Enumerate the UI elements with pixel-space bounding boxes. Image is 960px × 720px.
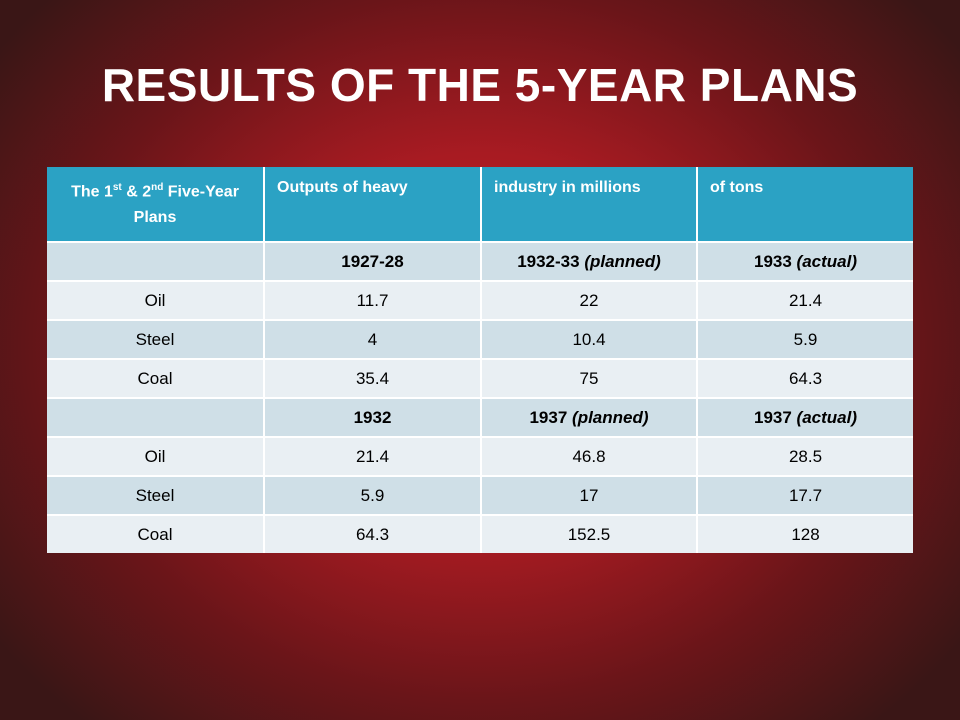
value-cell: 4 (264, 319, 482, 359)
value-cell: 21.4 (697, 280, 913, 320)
value-cell: 64.3 (697, 358, 913, 398)
value-cell: 28.5 (697, 436, 913, 476)
header-text: & 2 (121, 183, 152, 201)
value-cell: 17.7 (697, 475, 913, 515)
year-cell: 1937 (actual) (697, 397, 913, 437)
table-header-row: The 1st & 2nd Five-Year Plans Outputs of… (47, 167, 913, 242)
year-cell: 1937 (planned) (481, 397, 698, 437)
table-row: Oil 11.7 22 21.4 (47, 280, 913, 320)
year-label: 1932 (353, 407, 392, 427)
header-superscript: nd (151, 182, 164, 193)
header-outputs-cell: Outputs of heavy (264, 167, 482, 242)
value-cell: 11.7 (264, 280, 482, 320)
year-label: 1937 (529, 407, 568, 427)
value-cell: 64.3 (264, 514, 482, 553)
value-cell: 128 (697, 514, 913, 553)
row-label: Steel (47, 319, 265, 359)
year-label: 1932-33 (517, 251, 580, 271)
table-row: Oil 21.4 46.8 28.5 (47, 436, 913, 476)
year-note: (planned) (584, 251, 661, 271)
value-cell: 21.4 (264, 436, 482, 476)
year-header-row: 1932 1937 (planned) 1937 (actual) (47, 397, 913, 437)
year-cell: 1933 (actual) (697, 241, 913, 281)
year-note: (actual) (796, 251, 858, 271)
row-label: Steel (47, 475, 265, 515)
header-text: The 1 (71, 183, 113, 201)
value-cell: 17 (481, 475, 698, 515)
header-superscript: st (112, 182, 122, 193)
year-label: 1933 (753, 251, 792, 271)
value-cell: 10.4 (481, 319, 698, 359)
value-cell: 5.9 (264, 475, 482, 515)
row-label: Coal (47, 358, 265, 398)
year-cell: 1932-33 (planned) (481, 241, 698, 281)
year-label: 1927-28 (341, 251, 404, 271)
row-label: Oil (47, 280, 265, 320)
table-row: Steel 4 10.4 5.9 (47, 319, 913, 359)
header-plans-cell: The 1st & 2nd Five-Year Plans (47, 167, 265, 242)
empty-cell (47, 397, 265, 437)
value-cell: 35.4 (264, 358, 482, 398)
year-note: (actual) (796, 407, 858, 427)
year-label: 1937 (753, 407, 792, 427)
value-cell: 22 (481, 280, 698, 320)
year-header-row: 1927-28 1932-33 (planned) 1933 (actual) (47, 241, 913, 281)
year-cell: 1932 (264, 397, 482, 437)
header-industry-cell: industry in millions (481, 167, 698, 242)
header-text: Five-Year Plans (133, 183, 239, 227)
value-cell: 5.9 (697, 319, 913, 359)
row-label: Oil (47, 436, 265, 476)
table-row: Steel 5.9 17 17.7 (47, 475, 913, 515)
value-cell: 75 (481, 358, 698, 398)
table-row: Coal 35.4 75 64.3 (47, 358, 913, 398)
header-units-cell: of tons (697, 167, 913, 242)
slide-title: RESULTS OF THE 5-YEAR PLANS (101, 59, 859, 111)
year-cell: 1927-28 (264, 241, 482, 281)
empty-cell (47, 241, 265, 281)
five-year-plans-table: The 1st & 2nd Five-Year Plans Outputs of… (47, 167, 913, 553)
value-cell: 152.5 (481, 514, 698, 553)
row-label: Coal (47, 514, 265, 553)
year-note: (planned) (572, 407, 649, 427)
table-row: Coal 64.3 152.5 128 (47, 514, 913, 553)
value-cell: 46.8 (481, 436, 698, 476)
